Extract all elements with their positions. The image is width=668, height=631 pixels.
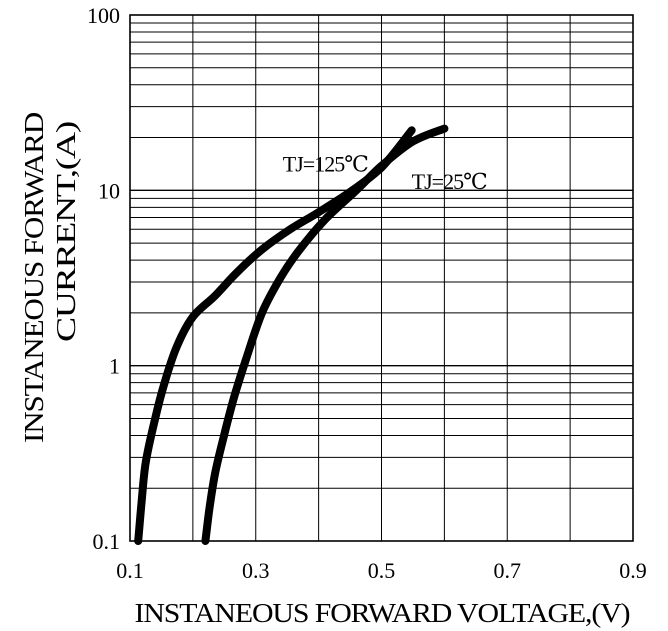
x-tick-label: 0.7 [494, 558, 522, 583]
series-labels: TJ=125℃ TJ=25℃ [283, 152, 488, 194]
y-axis-title-line-2: CURRENT,(A) [51, 122, 81, 342]
series-label-tj-125c: TJ=125℃ [283, 152, 368, 177]
plot-frame [129, 14, 634, 542]
x-tick-label: 0.3 [242, 558, 270, 583]
series-label-tj-25c: TJ=25℃ [412, 169, 487, 194]
series-line-tj-125c [134, 126, 416, 545]
x-tick-label: 0.9 [619, 558, 647, 583]
y-tick-label: 100 [87, 3, 120, 28]
y-axis-title-line-1: INSTANEOUS FORWARD [19, 112, 49, 443]
x-axis-title: INSTANEOUS FORWARD VOLTAGE,(V) [135, 598, 630, 628]
y-tick-label: 0.1 [93, 529, 121, 554]
x-tick-label: 0.5 [368, 558, 396, 583]
tick-labels: 0.1 0.3 0.5 0.7 0.9 0.1 1 10 100 [87, 3, 647, 583]
chart-grid [130, 15, 633, 541]
x-tick-label: 0.1 [116, 558, 144, 583]
series-line-tj-25c [201, 124, 449, 545]
data-curves [134, 124, 449, 545]
y-tick-label: 10 [98, 178, 120, 203]
y-tick-label: 1 [109, 354, 120, 379]
